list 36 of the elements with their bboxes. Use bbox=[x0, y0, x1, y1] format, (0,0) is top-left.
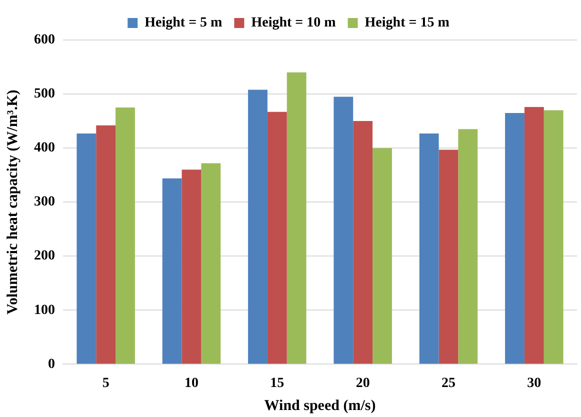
bar bbox=[248, 90, 268, 364]
bar bbox=[372, 148, 392, 364]
bar bbox=[162, 178, 182, 364]
legend-label: Height = 15 m bbox=[364, 16, 450, 31]
legend-label: Height = 5 m bbox=[144, 16, 223, 31]
bar bbox=[419, 133, 439, 364]
bar bbox=[505, 112, 524, 364]
y-tick-label: 600 bbox=[34, 32, 55, 48]
bar bbox=[76, 133, 96, 364]
y-tick-label: 100 bbox=[34, 302, 55, 318]
y-tick-label: 200 bbox=[34, 248, 55, 264]
bar bbox=[438, 150, 458, 364]
y-tick-label: 400 bbox=[34, 140, 55, 156]
y-tick-label: 300 bbox=[34, 194, 55, 210]
y-axis-title: Volumetric heat capacity (W/m³.K) bbox=[4, 90, 21, 314]
bar bbox=[353, 121, 373, 364]
x-axis-title: Wind speed (m/s) bbox=[264, 398, 376, 414]
legend-label: Height = 10 m bbox=[251, 16, 336, 31]
bar bbox=[524, 107, 544, 364]
x-tick-label: 10 bbox=[184, 376, 198, 392]
bar bbox=[116, 108, 135, 364]
bar bbox=[334, 96, 354, 364]
bar bbox=[201, 163, 221, 364]
bar bbox=[286, 72, 306, 364]
x-tick-label: 20 bbox=[356, 376, 370, 392]
bar bbox=[267, 112, 287, 364]
x-tick-label: 25 bbox=[442, 376, 456, 392]
bar bbox=[96, 125, 116, 364]
x-tick-label: 5 bbox=[102, 376, 110, 392]
bar bbox=[182, 170, 202, 364]
bar bbox=[458, 129, 478, 364]
y-tick-label: 0 bbox=[48, 356, 55, 372]
y-tick-label: 500 bbox=[34, 86, 55, 102]
x-tick-label: 15 bbox=[270, 376, 284, 392]
bar bbox=[544, 110, 564, 364]
x-tick-label: 30 bbox=[527, 376, 542, 392]
